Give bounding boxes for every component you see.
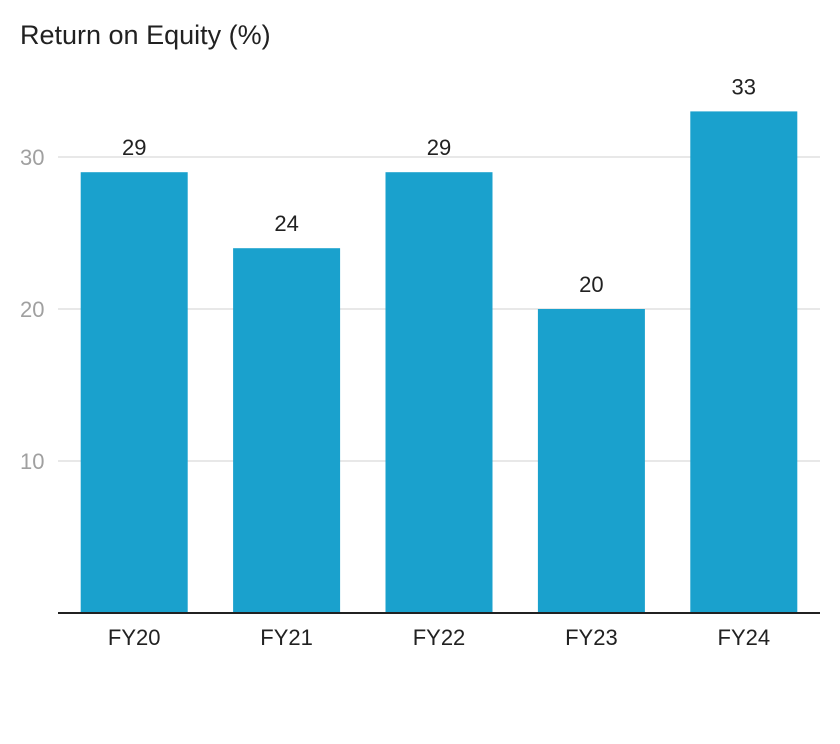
x-tick-label: FY21 <box>260 625 313 650</box>
y-tick-label: 20 <box>20 297 44 322</box>
data-label: 24 <box>274 211 298 236</box>
bar[interactable] <box>233 248 341 613</box>
data-label: 20 <box>579 272 603 297</box>
bar[interactable] <box>385 172 493 613</box>
y-tick-label: 30 <box>20 145 44 170</box>
y-tick-label: 10 <box>20 449 44 474</box>
bar[interactable] <box>690 111 798 614</box>
data-label: 33 <box>732 74 756 99</box>
x-tick-label: FY20 <box>108 625 161 650</box>
x-tick-label: FY24 <box>718 625 771 650</box>
x-tick-label: FY23 <box>565 625 618 650</box>
bar[interactable] <box>537 309 645 613</box>
chart-title: Return on Equity (%) <box>20 20 271 50</box>
data-label: 29 <box>122 135 146 160</box>
bar[interactable] <box>80 172 188 613</box>
data-label: 29 <box>427 135 451 160</box>
x-tick-label: FY22 <box>413 625 466 650</box>
